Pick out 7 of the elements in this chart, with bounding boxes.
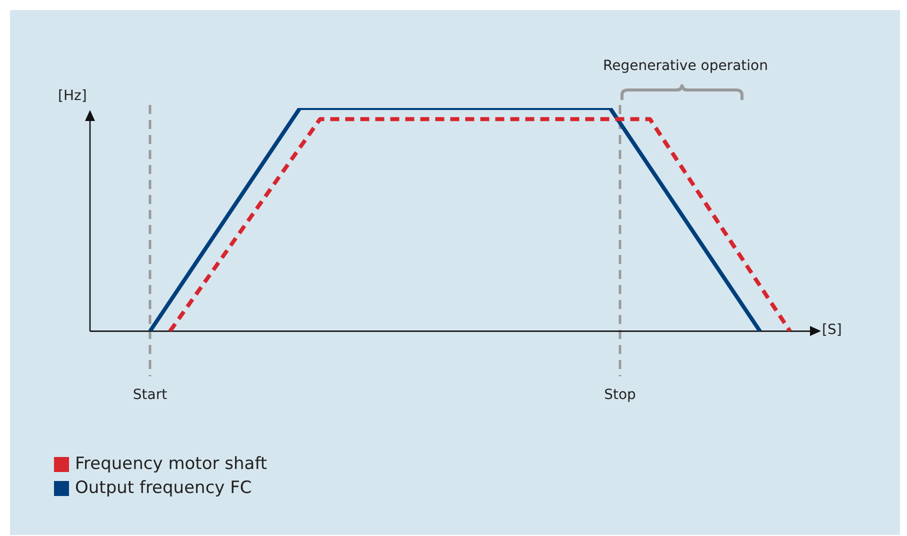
legend-label: Frequency motor shaft (75, 454, 268, 474)
text: Regenerative operation (603, 58, 768, 74)
legend-label: Output frequency FC (75, 478, 252, 498)
x-tick-label: Stop (604, 387, 636, 404)
x-tick-label: Start (132, 387, 168, 404)
y-axis-title: [Hz] (58, 88, 87, 104)
x-axis-title: [S] (822, 322, 842, 338)
